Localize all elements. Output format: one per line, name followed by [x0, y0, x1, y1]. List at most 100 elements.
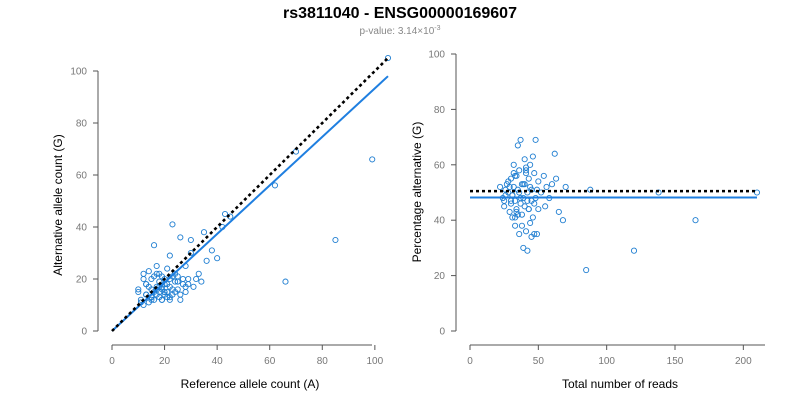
allele-count-point-86 — [164, 281, 171, 288]
percentage-y-ticks: 0 20 40 60 80 100 — [428, 50, 456, 338]
allele-count-point-50 — [203, 257, 210, 264]
allele-count-x-tick-label-5: 100 — [367, 356, 384, 367]
percentage-point-55 — [553, 175, 560, 182]
percentage-point-51 — [543, 183, 550, 191]
allele-count-point-80 — [179, 275, 187, 283]
allele-count-point-68 — [166, 294, 173, 301]
percentage-point-46 — [535, 178, 542, 185]
percentage-x-tick-label-3: 150 — [667, 356, 684, 367]
percentage-point-80 — [520, 181, 527, 188]
allele-count-point-52 — [214, 255, 221, 262]
percentage-point-16 — [513, 206, 520, 213]
pvalue-text: p-value: 3.14×10 — [359, 26, 434, 37]
allele-count-point-59 — [332, 236, 339, 244]
allele-count-point-37 — [177, 296, 184, 303]
allele-count-point-90 — [161, 288, 168, 296]
allele-count-x-tick-label-0: 0 — [109, 356, 115, 367]
percentage-point-39 — [529, 153, 536, 160]
allele-count-y-ticks: 0 20 40 60 80 100 — [70, 67, 98, 338]
percentage-point-75 — [506, 183, 513, 191]
percentage-point-49 — [540, 172, 547, 179]
percentage-point-47 — [535, 206, 542, 213]
percentage-point-2 — [501, 203, 508, 210]
allele-count-point-54 — [221, 210, 229, 218]
allele-count-point-45 — [190, 283, 197, 290]
percentage-point-74 — [527, 161, 534, 168]
allele-count-x-tick-label-3: 60 — [264, 356, 276, 367]
allele-count-point-43 — [187, 236, 194, 244]
percentage-point-54 — [551, 150, 558, 157]
percentage-point-27 — [521, 156, 528, 163]
percentage-point-84 — [531, 200, 538, 207]
allele-count-y-tick-label-4: 80 — [76, 119, 88, 130]
percentage-point-59 — [583, 267, 590, 274]
percentage-x-tick-label-2: 100 — [598, 356, 615, 367]
allele-count-reference-line — [111, 57, 389, 332]
percentage-point-53 — [548, 181, 556, 188]
percentage-point-56 — [555, 208, 562, 215]
allele-count-point-75 — [153, 270, 160, 277]
allele-count-x-ticks: 0 20 40 60 80 100 — [109, 345, 384, 367]
percentage-marks — [470, 136, 761, 274]
allele-count-point-46 — [193, 275, 200, 283]
percentage-point-42 — [531, 230, 538, 238]
allele-count-point-78 — [169, 286, 176, 293]
allele-count-point-60 — [369, 156, 376, 163]
percentage-point-19 — [516, 230, 523, 238]
allele-count-point-62 — [135, 286, 142, 293]
allele-count-x-label: Reference allele count (A) — [181, 377, 320, 391]
percentage-point-71 — [518, 222, 525, 229]
allele-count-point-69 — [172, 278, 179, 285]
allele-count-point-30 — [166, 252, 173, 259]
allele-count-point-16 — [153, 262, 160, 270]
percentage-x-tick-label-0: 0 — [467, 356, 473, 367]
allele-count-marks — [111, 54, 392, 332]
allele-count-point-85 — [158, 296, 165, 303]
allele-count-x-tick-label-4: 80 — [317, 356, 329, 367]
percentage-point-31 — [524, 189, 531, 196]
allele-count-y-label: Alternative allele count (G) — [51, 134, 65, 275]
allele-count-point-88 — [174, 278, 181, 285]
percentage-point-22 — [517, 136, 524, 143]
allele-count-point-73 — [143, 281, 150, 288]
allele-count-fit-line — [111, 75, 389, 332]
percentage-point-40 — [529, 214, 536, 221]
allele-count-point-32 — [169, 221, 176, 228]
percentage-point-0 — [497, 183, 504, 191]
percentage-point-86 — [512, 214, 519, 221]
percentage-point-30 — [522, 228, 530, 235]
percentage-panel: 0 50 100 150 200 0 20 40 60 80 100 Total number o… — [410, 50, 765, 391]
percentage-point-82 — [525, 206, 532, 213]
percentage-x-ticks: 0 50 100 150 200 — [467, 345, 752, 367]
allele-count-point-77 — [164, 288, 171, 296]
figure-subtitle: p-value: 3.14×10-3 — [359, 25, 440, 37]
percentage-y-tick-label-4: 80 — [434, 105, 446, 116]
figure-title: rs3811040 - ENSG00000169607 — [283, 5, 517, 22]
allele-count-point-47 — [195, 270, 202, 277]
percentage-point-13 — [512, 222, 519, 229]
percentage-y-label: Percentage alternative (G) — [410, 122, 424, 263]
allele-count-panel: 0 20 40 60 80 100 0 20 40 60 80 100 Reference alle… — [51, 54, 392, 391]
percentage-y-tick-label-2: 40 — [434, 216, 446, 227]
percentage-point-28 — [521, 203, 528, 210]
percentage-point-87 — [522, 164, 530, 171]
percentage-y-tick-label-0: 0 — [439, 327, 445, 338]
percentage-x-tick-label-4: 200 — [735, 356, 752, 367]
percentage-point-23 — [518, 211, 525, 218]
allele-count-x-tick-label-1: 20 — [159, 356, 171, 367]
percentage-point-17 — [514, 142, 521, 149]
percentage-y-tick-label-3: 60 — [434, 160, 446, 171]
percentage-point-77 — [512, 172, 519, 179]
percentage-point-63 — [692, 217, 699, 224]
allele-count-point-27 — [164, 265, 171, 272]
allele-count-point-56 — [271, 182, 279, 189]
allele-count-y-tick-label-5: 100 — [70, 67, 87, 78]
percentage-point-6 — [506, 208, 513, 215]
percentage-point-41 — [531, 170, 538, 177]
allele-count-point-44 — [187, 249, 194, 257]
allele-count-point-51 — [208, 247, 215, 254]
percentage-point-64 — [753, 189, 761, 196]
allele-count-point-81 — [185, 281, 192, 288]
allele-count-point-40 — [182, 288, 189, 296]
